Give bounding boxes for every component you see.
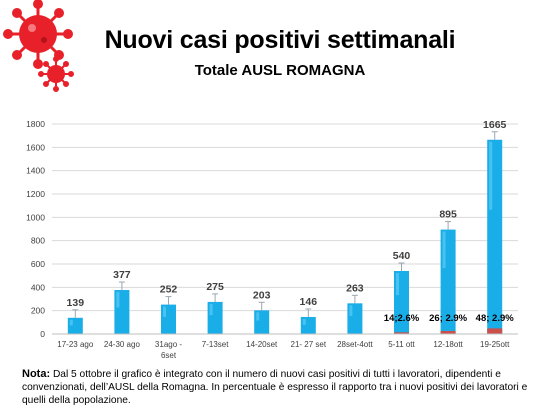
worker-data-label: 26; 2.9%: [429, 313, 468, 324]
y-tick-label: 1000: [26, 212, 45, 222]
y-tick-label: 0: [40, 329, 45, 339]
y-tick-label: 1600: [26, 142, 45, 152]
data-label: 139: [67, 297, 85, 309]
footnote: Nota: Dal 5 ottobre il grafico è integra…: [22, 368, 542, 407]
data-label: 275: [206, 281, 224, 293]
x-tick-label: 21- 27 set: [291, 340, 327, 349]
y-tick-label: 600: [31, 259, 45, 269]
x-tick-label: 24-30 ago: [104, 340, 141, 349]
bar-highlight: [302, 318, 306, 325]
bar-highlight: [489, 141, 493, 210]
bar-highlight: [116, 292, 120, 308]
footnote-label: Nota:: [22, 368, 51, 380]
y-tick-label: 1400: [26, 166, 45, 176]
y-tick-label: 1200: [26, 189, 45, 199]
y-tick-label: 800: [31, 236, 45, 246]
bar-highlight: [442, 231, 446, 269]
page-subtitle: Totale AUSL ROMAGNA: [194, 62, 366, 79]
worker-bar: [440, 330, 456, 334]
bar-highlight: [256, 312, 260, 321]
bar-highlight: [209, 303, 213, 316]
bar-highlight: [69, 319, 73, 326]
x-tick-label: 14-20set: [246, 340, 278, 349]
worker-bar: [394, 332, 409, 334]
x-tick-label: 19-25ott: [480, 340, 510, 349]
bar-highlight: [163, 306, 166, 317]
bar-chart: 0 200 400 600 800 1000 1200 1400 1600 1800 139 17-2…: [26, 119, 518, 360]
data-label: 263: [346, 282, 364, 294]
y-tick-label: 1800: [26, 119, 45, 129]
y-tick-label: 400: [31, 282, 45, 292]
y-tick-label: 200: [31, 306, 45, 316]
x-tick-label: 17-23 ago: [57, 340, 94, 349]
data-label: 146: [300, 296, 318, 308]
data-label: 895: [439, 209, 457, 221]
data-label: 252: [160, 284, 178, 296]
x-tick-label: 31ago -: [155, 340, 182, 349]
worker-data-label: 14;2.6%: [384, 313, 420, 324]
worker-bar: [487, 328, 503, 334]
footnote-text: Dal 5 ottobre il grafico è integrato con…: [22, 369, 528, 406]
x-tick-label: 6set: [161, 351, 177, 360]
virus-icon: [3, 0, 74, 92]
page-title: Nuovi casi positivi settimanali: [104, 26, 456, 54]
worker-data-label: 48; 2.9%: [476, 313, 515, 324]
bar-highlight: [349, 305, 353, 317]
bar-highlight: [396, 273, 399, 296]
x-tick-label: 7-13set: [202, 340, 229, 349]
data-label: 1665: [483, 119, 507, 131]
x-tick-label: 5-11 ott: [388, 340, 415, 349]
data-label: 377: [113, 269, 131, 281]
x-tick-label: 12-18ott: [433, 340, 463, 349]
data-label: 203: [253, 289, 271, 301]
data-label: 540: [393, 250, 411, 262]
x-tick-label: 28set-4ott: [337, 340, 373, 349]
